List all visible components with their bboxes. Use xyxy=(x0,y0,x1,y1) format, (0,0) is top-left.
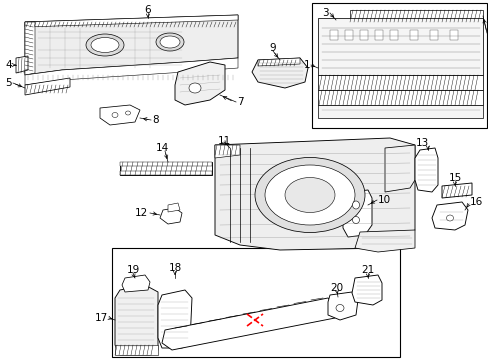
Polygon shape xyxy=(215,138,414,250)
Bar xyxy=(429,30,437,40)
Text: 2: 2 xyxy=(487,28,488,38)
Polygon shape xyxy=(317,105,482,118)
Bar xyxy=(329,30,337,40)
Ellipse shape xyxy=(86,34,124,56)
Polygon shape xyxy=(349,10,482,22)
Polygon shape xyxy=(342,190,371,237)
Polygon shape xyxy=(25,58,238,85)
Polygon shape xyxy=(100,105,140,125)
Polygon shape xyxy=(25,22,35,75)
Polygon shape xyxy=(115,285,158,355)
Ellipse shape xyxy=(352,201,359,209)
Polygon shape xyxy=(160,208,182,224)
Bar xyxy=(345,30,352,40)
Text: 13: 13 xyxy=(414,138,428,148)
Text: 19: 19 xyxy=(126,265,140,275)
Text: 18: 18 xyxy=(168,263,181,273)
Text: 3: 3 xyxy=(321,8,328,18)
Polygon shape xyxy=(25,15,238,27)
Text: 5: 5 xyxy=(6,78,12,88)
Text: 12: 12 xyxy=(135,208,148,218)
Ellipse shape xyxy=(352,216,359,224)
Text: 8: 8 xyxy=(152,115,158,125)
Bar xyxy=(112,248,399,357)
Polygon shape xyxy=(351,275,381,305)
Ellipse shape xyxy=(335,305,343,311)
Text: 9: 9 xyxy=(269,43,276,53)
Polygon shape xyxy=(162,298,334,350)
Polygon shape xyxy=(25,15,238,75)
Ellipse shape xyxy=(254,158,364,233)
Text: 15: 15 xyxy=(447,173,461,183)
Polygon shape xyxy=(115,345,158,355)
Text: 17: 17 xyxy=(95,313,108,323)
Ellipse shape xyxy=(264,165,354,225)
Text: 20: 20 xyxy=(330,283,343,293)
Polygon shape xyxy=(384,145,414,192)
Polygon shape xyxy=(16,56,28,73)
Polygon shape xyxy=(25,78,70,95)
Bar xyxy=(409,30,417,40)
Polygon shape xyxy=(158,290,192,348)
Text: 14: 14 xyxy=(155,143,168,153)
Text: 21: 21 xyxy=(361,265,374,275)
Polygon shape xyxy=(327,292,357,320)
Text: 4: 4 xyxy=(6,60,12,70)
Ellipse shape xyxy=(189,83,201,93)
Polygon shape xyxy=(215,145,240,158)
Ellipse shape xyxy=(285,177,334,212)
Polygon shape xyxy=(168,203,180,212)
Polygon shape xyxy=(317,75,482,90)
Text: 11: 11 xyxy=(218,136,231,146)
Bar xyxy=(311,3,486,128)
Polygon shape xyxy=(122,275,150,292)
Text: 6: 6 xyxy=(144,5,151,15)
Ellipse shape xyxy=(125,111,130,115)
Polygon shape xyxy=(441,183,471,198)
Bar xyxy=(449,30,457,40)
Polygon shape xyxy=(251,58,307,88)
Polygon shape xyxy=(120,162,212,166)
Bar xyxy=(389,30,397,40)
Bar xyxy=(374,30,382,40)
Text: 1: 1 xyxy=(303,60,309,70)
Polygon shape xyxy=(120,171,212,175)
Polygon shape xyxy=(175,62,224,105)
Text: 16: 16 xyxy=(469,197,482,207)
Bar xyxy=(359,30,367,40)
Polygon shape xyxy=(317,90,482,105)
Text: 7: 7 xyxy=(237,97,243,107)
Ellipse shape xyxy=(112,112,118,117)
Polygon shape xyxy=(431,202,467,230)
Ellipse shape xyxy=(160,36,180,48)
Ellipse shape xyxy=(91,37,119,53)
Polygon shape xyxy=(258,58,299,66)
Polygon shape xyxy=(120,162,212,175)
Text: 10: 10 xyxy=(377,195,390,205)
Ellipse shape xyxy=(446,215,452,221)
Polygon shape xyxy=(317,18,482,75)
Ellipse shape xyxy=(156,33,183,51)
Polygon shape xyxy=(414,148,437,192)
Polygon shape xyxy=(354,230,414,252)
